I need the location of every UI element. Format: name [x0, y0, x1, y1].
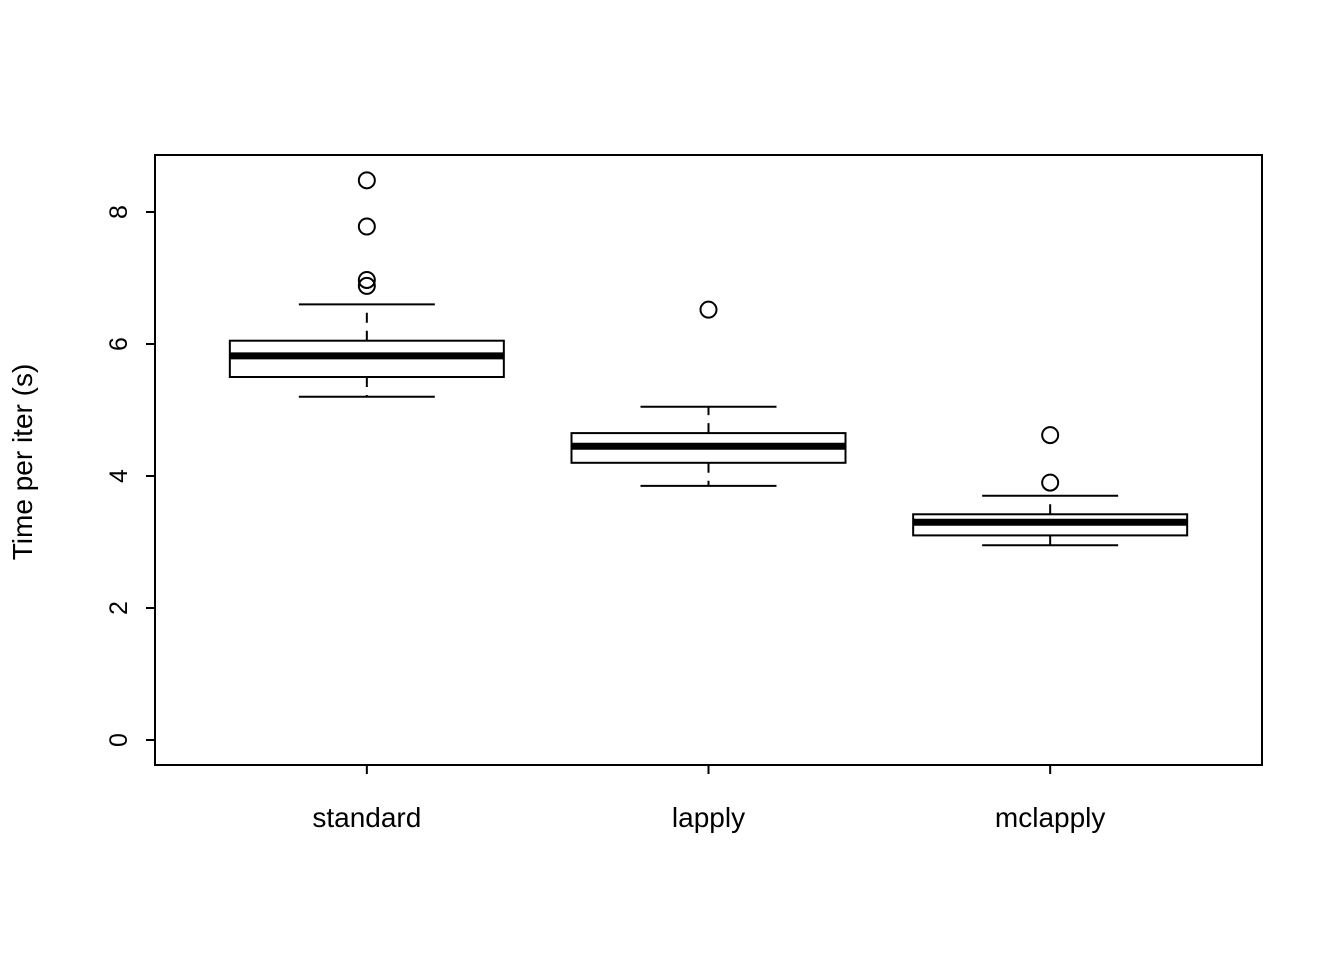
y-tick-label: 2	[105, 601, 133, 615]
outlier-point	[357, 217, 376, 236]
outlier-point	[357, 276, 376, 295]
category-label: mclapply	[995, 802, 1105, 833]
category-label: lapply	[672, 802, 745, 833]
outlier-point	[357, 171, 376, 190]
category-label: standard	[312, 802, 421, 833]
y-tick-label: 0	[105, 733, 133, 747]
y-tick-label: 4	[105, 469, 133, 483]
outlier-point	[699, 300, 718, 319]
y-tick-label: 6	[105, 337, 133, 351]
outlier-point	[1041, 426, 1060, 445]
y-tick-label: 8	[105, 205, 133, 219]
outlier-point	[1041, 473, 1060, 492]
outlier-point	[357, 270, 376, 289]
y-axis-label: Time per iter (s)	[7, 364, 38, 561]
